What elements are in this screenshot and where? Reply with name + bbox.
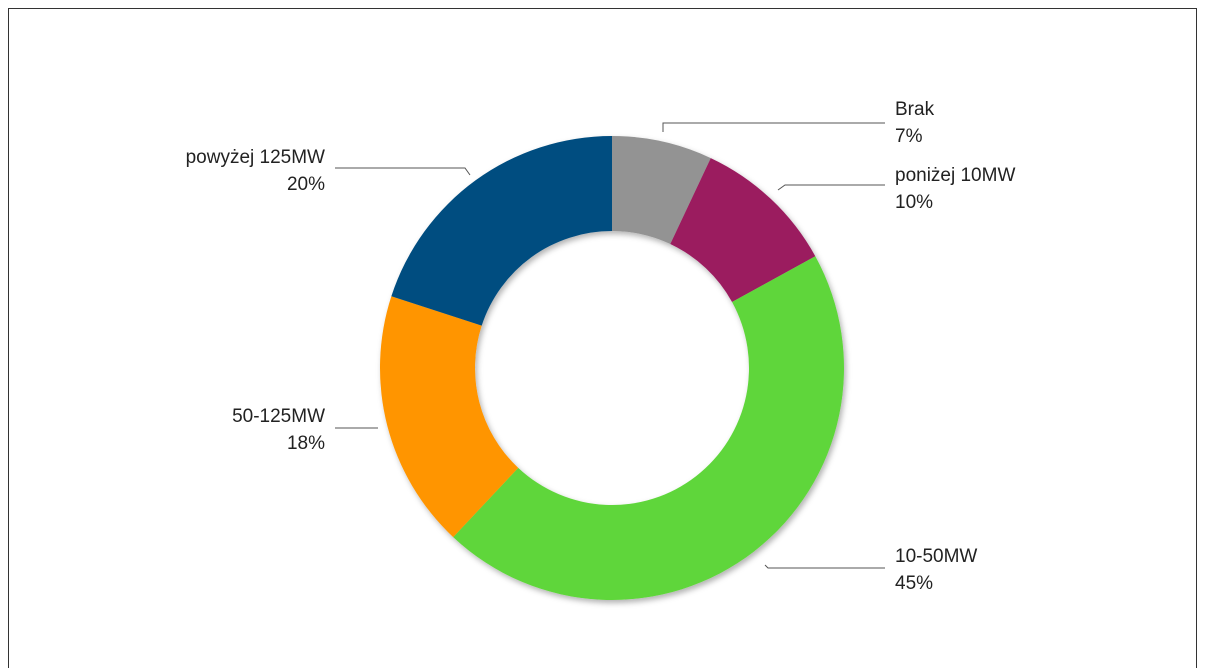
value-label: 10% [895, 192, 933, 213]
value-label: 18% [287, 433, 325, 454]
donut-slice [612, 136, 711, 245]
leader-line [662, 122, 885, 132]
category-label: 10-50MW [895, 546, 977, 567]
donut [379, 136, 844, 600]
leader-line [777, 184, 885, 191]
category-label: 50-125MW [232, 406, 325, 427]
donut-slice [391, 136, 612, 326]
donut-slice [670, 158, 816, 302]
value-label: 20% [287, 174, 325, 195]
leader-line [335, 167, 471, 176]
donut-slice [379, 296, 519, 538]
category-label: powyżej 125MW [186, 147, 325, 168]
frame [8, 8, 1197, 668]
leader-line [764, 564, 885, 569]
category-label: poniżej 10MW [895, 165, 1015, 186]
value-label: 7% [895, 126, 923, 147]
category-label: Brak [895, 99, 935, 120]
value-label: 45% [895, 573, 933, 594]
donut-slice [453, 256, 844, 600]
